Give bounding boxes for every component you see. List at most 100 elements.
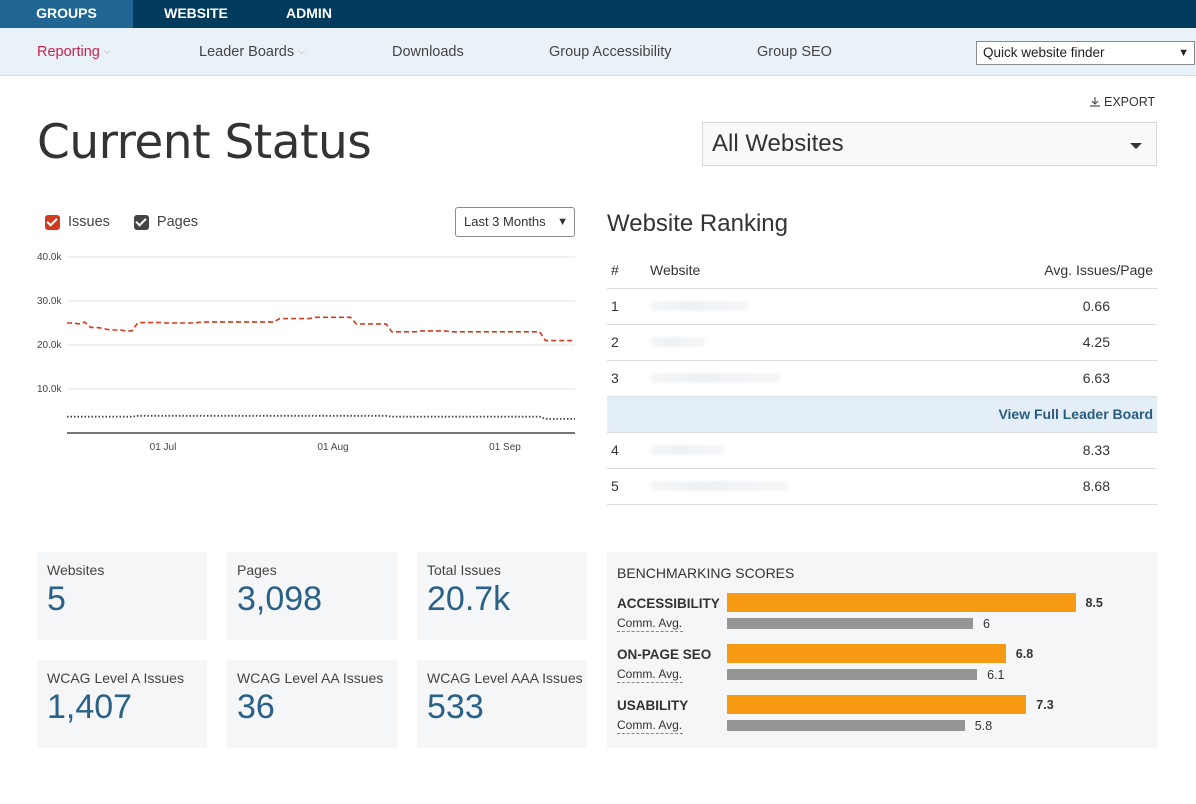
y-tick-label: 10.0k xyxy=(37,384,62,395)
table-row[interactable]: 3 6.63 xyxy=(607,360,1157,397)
table-row[interactable]: 4 8.33 xyxy=(607,432,1157,469)
rank-cell: 2 xyxy=(607,324,650,361)
website-select[interactable]: All Websites xyxy=(702,122,1157,166)
top-nav: GROUPS WEBSITE ADMIN xyxy=(0,0,1196,28)
stat-card-wcag-aaa: WCAG Level AAA Issues 533 xyxy=(417,660,587,748)
comm-avg-bar xyxy=(727,669,978,680)
chevron-down-icon: ▼ xyxy=(557,216,568,228)
stat-value: 5 xyxy=(47,580,66,618)
y-tick-label: 30.0k xyxy=(37,296,62,307)
tab-admin[interactable]: ADMIN xyxy=(286,5,332,21)
table-row[interactable]: 1 0.66 xyxy=(607,288,1157,325)
x-tick-label: 01 Sep xyxy=(489,442,521,453)
x-tick-label: 01 Jul xyxy=(150,442,177,453)
rank-cell: 5 xyxy=(607,468,650,505)
tab-groups[interactable]: GROUPS xyxy=(0,0,133,28)
legend-pages-label: Pages xyxy=(156,214,199,230)
comm-avg-label[interactable]: Comm. Avg. xyxy=(617,667,683,683)
website-select-value: All Websites xyxy=(712,130,844,157)
redacted-website-name xyxy=(650,481,790,491)
leader-board-row: View Full Leader Board xyxy=(607,396,1157,433)
avg-cell: 8.68 xyxy=(930,468,1157,505)
nav-leader-boards-label: Leader Boards xyxy=(199,44,295,60)
chevron-down-icon: ⌵ xyxy=(103,46,111,56)
stat-card-total-issues: Total Issues 20.7k xyxy=(417,552,587,640)
stat-card-wcag-aa: WCAG Level AA Issues 36 xyxy=(227,660,397,748)
nav-downloads[interactable]: Downloads xyxy=(392,44,464,60)
export-button[interactable]: EXPORT xyxy=(1089,95,1155,109)
comm-avg-value: 6.1 xyxy=(987,668,1005,682)
nav-reporting-label: Reporting xyxy=(37,44,100,60)
table-row[interactable]: 5 8.68 xyxy=(607,468,1157,505)
date-range-value: Last 3 Months xyxy=(464,214,546,229)
chevron-down-icon: ⌵ xyxy=(298,46,305,56)
score-bar xyxy=(727,644,1006,663)
comm-avg-label[interactable]: Comm. Avg. xyxy=(617,718,683,734)
avg-cell: 6.63 xyxy=(930,360,1157,397)
stat-label: WCAG Level A Issues xyxy=(47,670,184,686)
col-avg-header: Avg. Issues/Page xyxy=(930,252,1157,289)
export-label: EXPORT xyxy=(1104,95,1156,109)
comm-avg-value: 6 xyxy=(983,617,990,631)
stat-value: 1,407 xyxy=(47,688,133,726)
comm-avg-bar xyxy=(727,720,965,731)
stat-label: WCAG Level AA Issues xyxy=(237,670,384,686)
stat-label: Websites xyxy=(47,562,105,578)
pages-checkbox[interactable] xyxy=(133,214,149,230)
nav-leader-boards[interactable]: Leader Boards ⌵ xyxy=(199,44,305,60)
x-tick-label: 01 Aug xyxy=(317,442,348,453)
rank-cell: 4 xyxy=(607,432,650,469)
website-cell[interactable] xyxy=(650,288,931,325)
website-cell[interactable] xyxy=(650,468,931,505)
stat-label: Pages xyxy=(237,562,277,578)
view-full-leader-board-link[interactable]: View Full Leader Board xyxy=(607,396,1157,433)
redacted-website-name xyxy=(650,301,750,311)
tab-website[interactable]: WEBSITE xyxy=(164,5,228,21)
quick-website-finder-select[interactable]: Quick website finder ▼ xyxy=(976,41,1195,65)
website-cell[interactable] xyxy=(650,324,931,361)
score-value: 6.8 xyxy=(1015,647,1034,661)
y-tick-label: 20.0k xyxy=(37,340,62,351)
stat-label: Total Issues xyxy=(427,562,501,578)
nav-reporting[interactable]: Reporting ⌵ xyxy=(37,44,111,60)
trend-chart: 40.0k 30.0k 20.0k 10.0k 01 Jul 01 Aug 01 Sep xyxy=(37,252,575,453)
stat-value: 3,098 xyxy=(237,580,323,618)
legend-issues-label: Issues xyxy=(68,214,110,230)
sub-nav: Reporting ⌵ Leader Boards ⌵ Downloads Grou… xyxy=(0,28,1196,76)
col-rank-header: # xyxy=(607,252,650,289)
avg-cell: 0.66 xyxy=(930,288,1157,325)
redacted-website-name xyxy=(650,373,780,383)
stat-value: 36 xyxy=(237,688,275,726)
nav-group-seo[interactable]: Group SEO xyxy=(757,44,832,60)
benchmarking-title: BENCHMARKING SCORES xyxy=(617,565,795,581)
stat-card-pages: Pages 3,098 xyxy=(227,552,397,640)
comm-avg-label[interactable]: Comm. Avg. xyxy=(617,616,683,632)
bench-category-label: USABILITY xyxy=(617,698,689,713)
avg-cell: 4.25 xyxy=(930,324,1157,361)
page-title: Current Status xyxy=(37,115,372,170)
col-website-header: Website xyxy=(650,252,931,289)
chart-legend: Issues Pages xyxy=(45,214,222,230)
ranking-title: Website Ranking xyxy=(607,210,788,237)
stat-card-wcag-a: WCAG Level A Issues 1,407 xyxy=(37,660,207,748)
website-cell[interactable] xyxy=(650,360,931,397)
chevron-down-icon: ▼ xyxy=(1178,47,1189,59)
comm-avg-bar xyxy=(727,618,973,629)
stat-value: 533 xyxy=(427,688,484,726)
date-range-select[interactable]: Last 3 Months ▼ xyxy=(455,207,575,237)
issues-checkbox[interactable] xyxy=(45,214,60,230)
rank-cell: 1 xyxy=(607,288,650,325)
nav-group-accessibility[interactable]: Group Accessibility xyxy=(549,44,672,60)
table-row[interactable]: 2 4.25 xyxy=(607,324,1157,361)
bench-category-label: ON-PAGE SEO xyxy=(617,647,712,662)
ranking-table: # Website Avg. Issues/Page 1 0.66 2 4.25… xyxy=(607,252,1157,505)
website-cell[interactable] xyxy=(650,432,931,469)
download-icon xyxy=(1090,97,1100,107)
pages-series-line xyxy=(67,414,575,420)
score-value: 7.3 xyxy=(1036,698,1054,712)
score-bar xyxy=(727,593,1076,612)
benchmarking-panel: BENCHMARKING SCORES ACCESSIBILITY Comm. … xyxy=(607,552,1157,748)
rank-cell: 3 xyxy=(607,360,650,397)
quick-website-finder-value: Quick website finder xyxy=(983,45,1105,60)
stat-label: WCAG Level AAA Issues xyxy=(427,670,583,686)
